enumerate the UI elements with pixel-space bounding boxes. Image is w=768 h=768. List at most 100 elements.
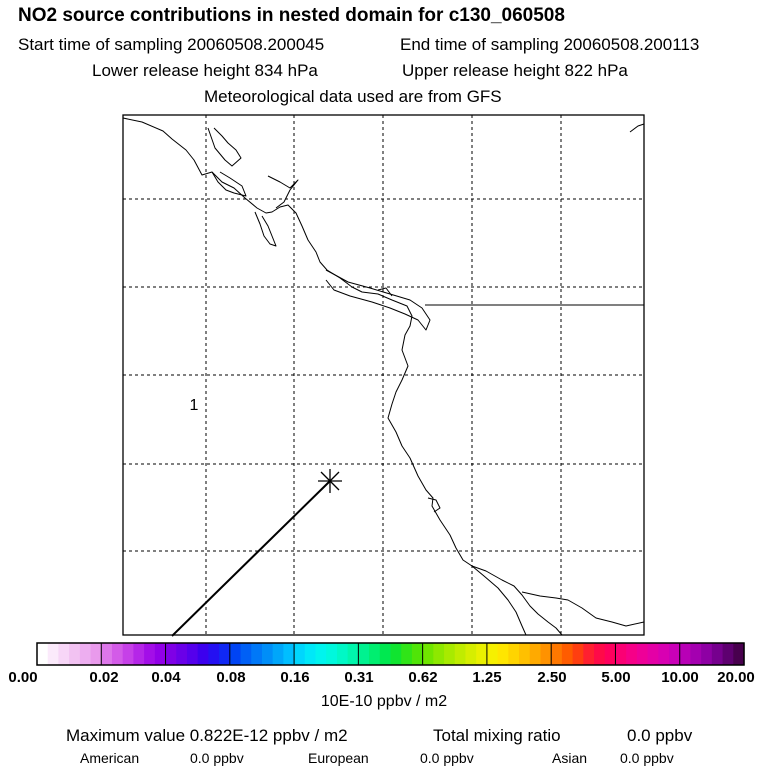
colorbar-segment bbox=[154, 643, 167, 665]
colorbar-segment bbox=[411, 643, 424, 665]
met-data-label: Meteorological data used are from GFS bbox=[204, 87, 502, 106]
colorbar-segment bbox=[208, 643, 220, 665]
coastline-island bbox=[211, 171, 247, 197]
grid-marker-label: 1 bbox=[190, 397, 199, 414]
colorbar-segment bbox=[165, 643, 177, 665]
colorbar-segment bbox=[572, 643, 584, 665]
colorbar-segment bbox=[658, 643, 670, 665]
map-panel: 1 bbox=[122, 114, 645, 637]
colorbar-segment bbox=[326, 643, 338, 665]
colorbar-segment bbox=[283, 643, 295, 665]
colorbar-segment bbox=[486, 643, 499, 665]
colorbar-tick-label: 2.50 bbox=[537, 669, 567, 686]
colorbar-segment bbox=[583, 643, 595, 665]
colorbar-frame bbox=[36, 642, 745, 666]
colorbar-segment bbox=[615, 643, 627, 665]
colorbar-segment bbox=[197, 643, 209, 665]
grid-lines bbox=[123, 115, 644, 635]
colorbar-segment bbox=[47, 643, 60, 665]
colorbar-segment bbox=[465, 643, 477, 665]
colorbar-segment bbox=[604, 643, 617, 665]
colorbar-segment bbox=[358, 643, 370, 665]
coastline bbox=[122, 117, 645, 636]
colorbar-segment bbox=[476, 643, 488, 665]
colorbar-segment bbox=[122, 643, 135, 665]
colorbar-segment bbox=[722, 643, 734, 665]
colorbar-segment bbox=[497, 643, 509, 665]
colorbar-segment bbox=[636, 643, 649, 665]
colorbar bbox=[36, 642, 745, 666]
colorbar-segment bbox=[219, 643, 231, 665]
colorbar-segment bbox=[390, 643, 402, 665]
colorbar-segment bbox=[679, 643, 692, 665]
colorbar-segment bbox=[454, 643, 467, 665]
region-value-european: 0.0 ppbv bbox=[420, 750, 474, 766]
colorbar-ticks bbox=[100, 643, 681, 665]
colorbar-segment bbox=[144, 643, 156, 665]
plot-title: NO2 source contributions in nested domai… bbox=[18, 5, 565, 26]
colorbar-tick-label: 0.16 bbox=[280, 669, 310, 686]
colorbar-tick-label: 0.04 bbox=[151, 669, 181, 686]
colorbar-segment bbox=[294, 643, 306, 665]
colorbar-segment bbox=[101, 643, 113, 665]
coastline-south-east bbox=[521, 591, 645, 627]
colorbar-segment bbox=[176, 643, 188, 665]
colorbar-tick-label: 1.25 bbox=[472, 669, 502, 686]
colorbar-segment bbox=[733, 643, 745, 665]
trajectory-line bbox=[171, 480, 331, 637]
colorbar-segment bbox=[594, 643, 606, 665]
colorbar-segment bbox=[690, 643, 702, 665]
colorbar-segment bbox=[240, 643, 252, 665]
colorbar-segment bbox=[561, 643, 574, 665]
colorbar-segment bbox=[626, 643, 638, 665]
colorbar-segment bbox=[379, 643, 392, 665]
colorbar-segment bbox=[508, 643, 520, 665]
colorbar-segment bbox=[347, 643, 359, 665]
colorbar-segment bbox=[647, 643, 659, 665]
upper-release-height-label: Upper release height 822 hPa bbox=[402, 61, 628, 80]
colorbar-segment bbox=[69, 643, 81, 665]
colorbar-segment bbox=[401, 643, 413, 665]
colorbar-segment bbox=[669, 643, 681, 665]
colorbar-segment bbox=[433, 643, 445, 665]
max-value-label: Maximum value 0.822E-12 ppbv / m2 bbox=[66, 726, 348, 745]
colorbar-tick-label: 0.62 bbox=[408, 669, 438, 686]
colorbar-segment bbox=[422, 643, 434, 665]
colorbar-segment bbox=[272, 643, 284, 665]
flight-track bbox=[171, 480, 331, 637]
lower-release-height-label: Lower release height 834 hPa bbox=[92, 61, 318, 80]
colorbar-tick-label: 0.00 bbox=[8, 669, 38, 686]
coastline-main bbox=[122, 117, 563, 636]
coastline-bay bbox=[427, 497, 441, 513]
colorbar-segment bbox=[711, 643, 724, 665]
colorbar-tick-label: 20.00 bbox=[717, 669, 755, 686]
colorbar-tick-label: 5.00 bbox=[601, 669, 631, 686]
total-mixing-value: 0.0 ppbv bbox=[627, 726, 693, 745]
colorbar-tick-label: 0.31 bbox=[344, 669, 374, 686]
colorbar-segment bbox=[540, 643, 552, 665]
colorbar-segment bbox=[133, 643, 145, 665]
colorbar-segment bbox=[37, 643, 49, 665]
colorbar-segment bbox=[529, 643, 542, 665]
coastline-inlet bbox=[377, 287, 393, 297]
colorbar-segment bbox=[551, 643, 563, 665]
colorbar-segment bbox=[229, 643, 242, 665]
colorbar-tick-label: 10.00 bbox=[661, 669, 699, 686]
colorbar-segment bbox=[519, 643, 531, 665]
colorbar-tick-label: 0.02 bbox=[89, 669, 119, 686]
colorbar-segments bbox=[37, 643, 745, 665]
region-name-asian: Asian bbox=[552, 750, 588, 766]
colorbar-segment bbox=[58, 643, 70, 665]
coastline-island bbox=[207, 127, 242, 167]
coastline-island bbox=[254, 211, 277, 247]
source-marker-icon bbox=[318, 469, 342, 493]
coastline-inlet bbox=[267, 175, 299, 209]
total-mixing-label: Total mixing ratio bbox=[433, 726, 561, 745]
coastline-corner bbox=[629, 123, 645, 133]
start-time-label: Start time of sampling 20060508.200045 bbox=[18, 35, 325, 54]
colorbar-segment bbox=[336, 643, 349, 665]
colorbar-segment bbox=[304, 643, 317, 665]
region-name-american: American bbox=[80, 750, 140, 766]
colorbar-segment bbox=[186, 643, 199, 665]
